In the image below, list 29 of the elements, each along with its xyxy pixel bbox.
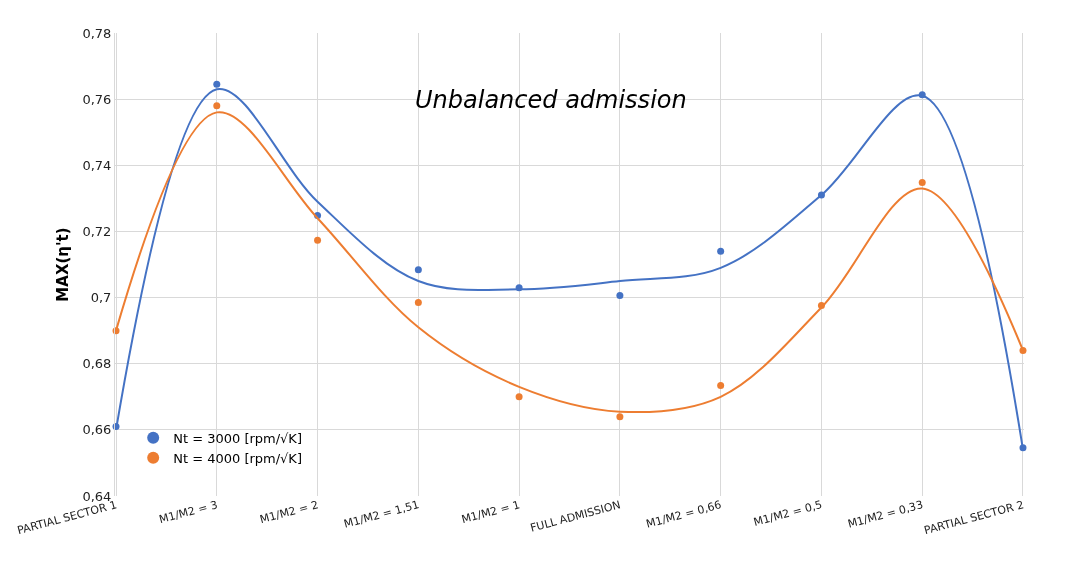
y-tick-label: 0,74 [82, 157, 112, 173]
annotation: Unbalanced admission [415, 86, 687, 114]
point [515, 393, 523, 401]
point [616, 292, 624, 300]
point [616, 413, 624, 421]
point [314, 236, 322, 244]
x-tick-label: M1/M2 = 0,33 [846, 498, 925, 531]
point [717, 247, 725, 255]
point [213, 80, 221, 88]
y-tick-label: 0,78 [82, 25, 112, 41]
point [414, 266, 422, 274]
point [918, 178, 926, 186]
y-axis-title: MAX(η't) [53, 227, 72, 302]
x-tick-label: M1/M2 = 0,5 [752, 498, 824, 529]
x-tick-label: M1/M2 = 3 [157, 498, 219, 527]
point [213, 102, 221, 110]
x-tick-label: M1/M2 = 1,51 [342, 498, 421, 531]
y-tick-label: 0,7 [90, 290, 112, 306]
point [414, 299, 422, 307]
legend-label: Nt = 4000 [rpm/√K] [173, 450, 302, 466]
y-tick-label: 0,68 [82, 356, 112, 372]
y-tick-label: 0,66 [82, 422, 112, 438]
x-tick-label: M1/M2 = 0,66 [644, 498, 723, 531]
point [717, 382, 725, 390]
x-tick-label: M1/M2 = 1 [460, 498, 522, 527]
legend-label: Nt = 3000 [rpm/√K] [173, 430, 302, 446]
y-tick-label: 0,72 [82, 223, 112, 239]
x-tick-label: M1/M2 = 2 [258, 498, 320, 527]
y-tick-label: 0,76 [82, 91, 112, 107]
